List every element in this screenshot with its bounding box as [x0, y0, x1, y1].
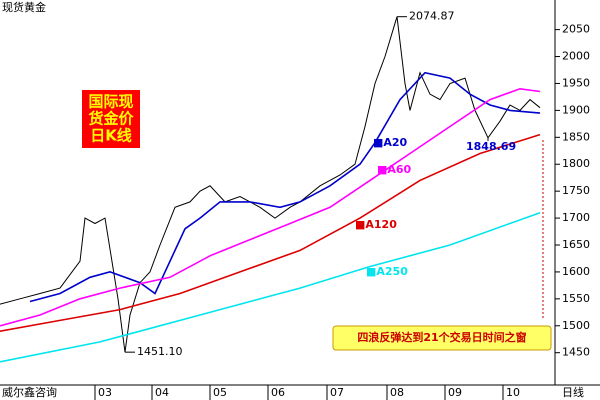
ma-label: ■A250	[366, 265, 408, 278]
y-tick-label: 1750	[562, 184, 590, 197]
badge-line: 货金价	[88, 110, 134, 128]
badge-line: 日K线	[90, 127, 132, 145]
y-tick-label: 1950	[562, 76, 590, 89]
series-line	[0, 87, 541, 327]
badge: 国际现 货金价 日K线	[88, 93, 134, 145]
x-tick-label: 04	[155, 386, 169, 399]
note-box	[332, 325, 552, 351]
x-tick-label: 06	[271, 386, 285, 399]
y-tick-label: 1600	[562, 265, 590, 278]
x-axis-unit: 日线	[562, 385, 584, 399]
x-tick-label: 10	[506, 386, 520, 399]
y-tick-label: 1800	[562, 157, 590, 170]
badge-line: 国际现	[88, 93, 133, 111]
chart-title: 现货黄金	[2, 0, 46, 14]
series-line	[0, 211, 541, 363]
y-tick-label: 1900	[562, 103, 590, 116]
y-tick-label: 1850	[562, 130, 590, 143]
x-tick-label: 09	[448, 386, 462, 399]
annotation: 2074.87	[409, 10, 455, 23]
badge-box	[82, 90, 140, 148]
ma-label: ■A120	[355, 218, 397, 231]
y-tick-label: 1450	[562, 346, 590, 359]
note: 四浪反弹达到21个交易日时间之窗	[357, 330, 526, 344]
y-tick-label: 1700	[562, 211, 590, 224]
source: 威尔鑫咨询	[2, 385, 57, 399]
x-tick-label: 07	[330, 386, 344, 399]
y-tick-label: 1650	[562, 238, 590, 251]
x-tick-label: 08	[390, 386, 404, 399]
annotation: 1451.10	[137, 345, 183, 358]
y-tick-label: 1550	[562, 292, 590, 305]
annotation: 1848.69	[466, 140, 516, 153]
ma-label: ■A20	[373, 136, 408, 149]
series-line	[0, 133, 541, 332]
series-line	[0, 16, 541, 353]
y-tick-label: 1500	[562, 319, 590, 332]
y-tick-label: 2000	[562, 50, 590, 63]
x-tick-label: 03	[98, 386, 112, 399]
x-tick-label: 05	[213, 386, 227, 399]
ma-label: ■A60	[377, 163, 412, 176]
series-line	[29, 71, 541, 303]
y-tick-label: 2050	[562, 23, 590, 36]
